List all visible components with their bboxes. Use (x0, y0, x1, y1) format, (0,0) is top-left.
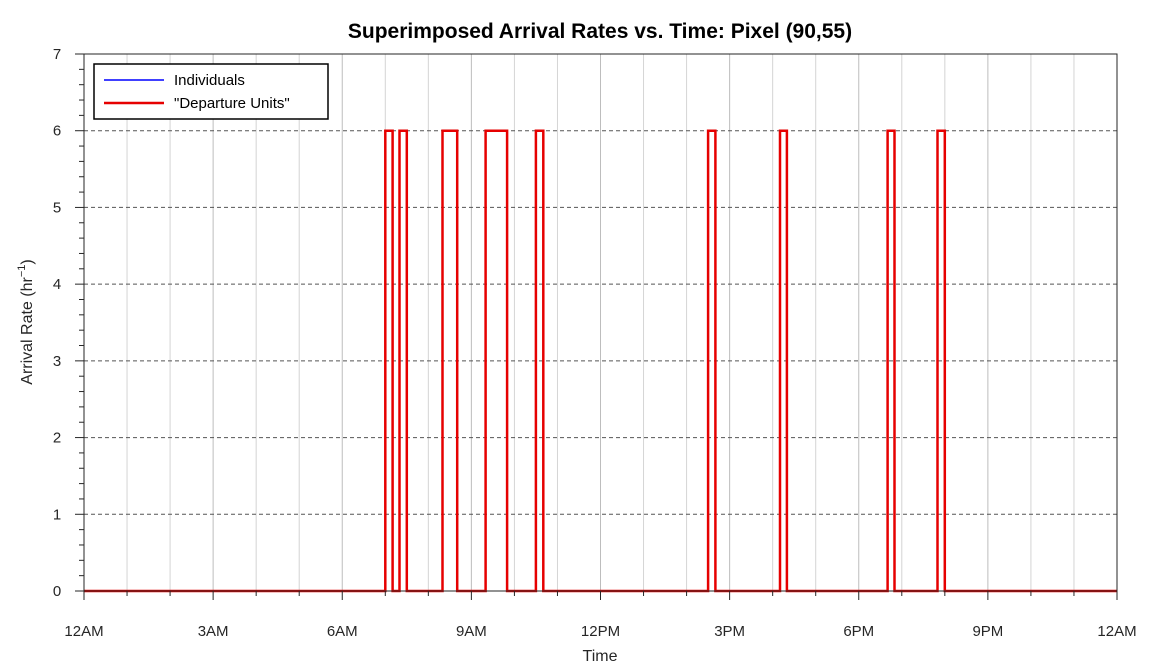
y-tick-label: 5 (53, 199, 61, 216)
y-axis-ticks: 0 1 2 3 4 5 6 7 (53, 46, 84, 600)
y-tick-label: 2 (53, 430, 61, 447)
x-tick-label: 6AM (327, 623, 358, 640)
y-axis-label-main: Arrival Rate (hr (19, 276, 36, 384)
series-layer (84, 129, 1117, 593)
x-tick-label: 12AM (1097, 623, 1136, 640)
x-tick-label: 9PM (972, 623, 1003, 640)
major-x-gridlines (212, 54, 989, 591)
y-tick-label: 7 (53, 46, 61, 63)
x-tick-label: 3PM (714, 623, 745, 640)
legend-label: Individuals (174, 72, 245, 89)
x-tick-label: 12AM (64, 623, 103, 640)
y-axis-label-close: ) (19, 259, 36, 264)
chart-title: Superimposed Arrival Rates vs. Time: Pix… (348, 20, 852, 43)
y-axis-label: Arrival Rate (hr−1) (16, 259, 36, 384)
x-axis-ticks: 12AM 3AM 6AM 9AM 12PM 3PM 6PM 9PM 12AM (64, 591, 1137, 640)
x-axis-label: Time (583, 648, 618, 665)
x-tick-label: 12PM (581, 623, 620, 640)
x-tick-label: 3AM (198, 623, 229, 640)
y-tick-label: 3 (53, 353, 61, 370)
y-tick-label: 1 (53, 506, 61, 523)
y-tick-label: 6 (53, 123, 61, 140)
y-tick-label: 0 (53, 583, 61, 600)
legend-box (93, 63, 329, 120)
x-tick-label: 9AM (456, 623, 487, 640)
y-tick-label: 4 (53, 276, 61, 293)
y-axis-label-superscript: −1 (16, 265, 28, 278)
x-tick-label: 6PM (843, 623, 874, 640)
legend: Individuals "Departure Units" (93, 63, 329, 120)
legend-label: "Departure Units" (174, 95, 290, 112)
series-line-1 (84, 129, 1117, 593)
